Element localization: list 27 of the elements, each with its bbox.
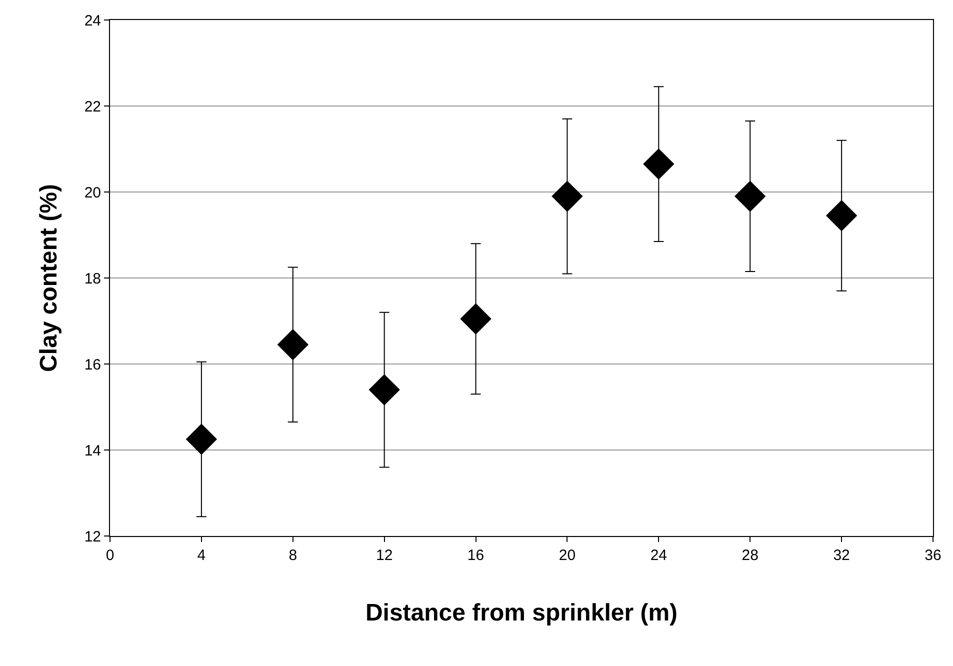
y-axis-title: Clay content (%) xyxy=(35,184,62,372)
point xyxy=(552,180,583,212)
point xyxy=(460,303,492,334)
y-tick-label: 14 xyxy=(84,442,101,460)
x-tick-label: 4 xyxy=(197,547,206,564)
point xyxy=(826,200,858,232)
y-tick-label: 18 xyxy=(84,270,101,288)
y-tick-label: 20 xyxy=(84,184,101,202)
x-tick-label: 8 xyxy=(288,547,298,564)
y-tick-label: 24 xyxy=(84,12,101,30)
x-tick-label: 0 xyxy=(106,547,114,564)
x-tick-label: 12 xyxy=(376,547,393,564)
x-tick-label: 20 xyxy=(558,547,576,564)
x-tick-label: 24 xyxy=(650,547,668,564)
x-axis-title: Distance from sprinkler (m) xyxy=(365,599,678,626)
point xyxy=(734,180,766,212)
y-tick-label: 22 xyxy=(84,98,101,116)
point xyxy=(643,148,674,180)
x-tick-label: 32 xyxy=(833,547,850,564)
y-tick-label: 16 xyxy=(84,356,101,374)
x-tick-label: 16 xyxy=(467,547,484,564)
point xyxy=(186,424,218,455)
point xyxy=(368,374,400,406)
x-tick-label: 28 xyxy=(742,547,758,564)
y-tick-label: 12 xyxy=(84,528,101,546)
point xyxy=(277,329,308,360)
x-tick-label: 36 xyxy=(924,547,942,564)
